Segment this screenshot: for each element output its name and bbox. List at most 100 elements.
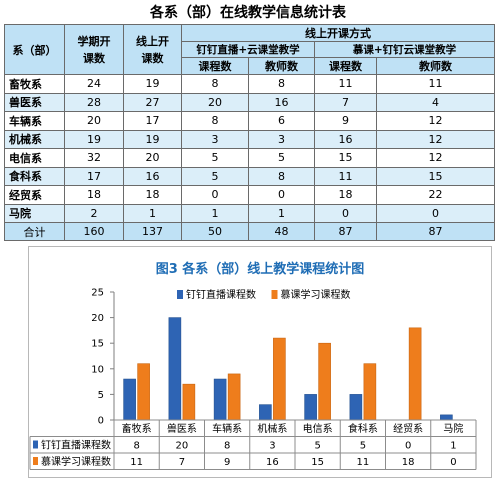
cell: 6 xyxy=(248,111,315,131)
data-table-value: 18 xyxy=(402,457,415,468)
cell: 160 xyxy=(64,222,124,241)
data-table-value: 9 xyxy=(224,457,230,468)
cell: 20 xyxy=(181,92,249,112)
cell: 1 xyxy=(123,203,182,223)
legend-swatch xyxy=(177,290,183,299)
cell: 1 xyxy=(248,203,315,223)
data-table-value: 5 xyxy=(360,441,366,452)
cell: 24 xyxy=(64,74,124,94)
cell: 16 xyxy=(314,129,377,149)
cell-dept: 电信系 xyxy=(4,148,65,168)
total-row: 合计 160 137 50 48 87 87 xyxy=(4,222,495,241)
x-category-label: 畜牧系 xyxy=(122,422,152,435)
data-table-value: 0 xyxy=(450,457,456,468)
bar xyxy=(363,363,377,421)
table-row: 兽医系 28 27 20 16 7 4 xyxy=(4,92,495,112)
cell: 8 xyxy=(248,166,315,186)
cell: 3 xyxy=(248,129,315,149)
x-category-label: 机械系 xyxy=(257,422,287,435)
col-online-mode: 线上开课方式 xyxy=(181,24,495,42)
cell-dept: 车辆系 xyxy=(4,111,65,131)
x-category-label: 车辆系 xyxy=(212,422,242,435)
bar xyxy=(304,394,317,421)
cell: 16 xyxy=(123,166,182,186)
col-g2-teachers: 教师数 xyxy=(376,57,495,75)
col-online-courses: 线上开课数 xyxy=(123,24,182,75)
y-tick-label: 10 xyxy=(91,364,104,375)
info-table: 系（部） 学期开课数 线上开课数 线上开课方式 钉钉直播+云课堂教学 慕课+钉钉… xyxy=(4,24,495,241)
cell-dept: 机械系 xyxy=(4,129,65,149)
cell: 1 xyxy=(181,203,249,223)
cell: 8 xyxy=(181,111,249,131)
cell: 7 xyxy=(314,92,377,112)
table-row: 车辆系 20 17 8 6 9 12 xyxy=(4,111,495,131)
cell: 20 xyxy=(123,148,182,168)
table-row: 马院 2 1 1 1 0 0 xyxy=(4,203,495,223)
bar xyxy=(137,363,150,421)
legend-swatch xyxy=(271,290,278,299)
table-body: 畜牧系 24 19 8 8 11 11 兽医系 28 27 20 16 7 4 … xyxy=(4,74,495,223)
cell: 18 xyxy=(314,185,377,205)
table-row: 经贸系 18 18 0 0 18 22 xyxy=(4,185,495,205)
bar xyxy=(182,383,196,421)
cell: 0 xyxy=(376,203,495,223)
col-semester-courses-label: 学期开课数 xyxy=(77,34,111,65)
x-category-label: 电信系 xyxy=(303,422,333,435)
bar xyxy=(168,317,182,421)
x-category-label: 食科系 xyxy=(348,422,378,435)
cell: 17 xyxy=(64,166,124,186)
cell: 0 xyxy=(181,185,249,205)
cell: 137 xyxy=(123,222,182,241)
cell: 12 xyxy=(376,129,495,149)
cell: 20 xyxy=(64,111,124,131)
data-table-value: 7 xyxy=(179,457,185,468)
cell: 3 xyxy=(181,129,249,149)
table-row: 电信系 32 20 5 5 15 12 xyxy=(4,148,495,168)
cell-dept: 兽医系 xyxy=(4,92,65,112)
y-tick-label: 0 xyxy=(98,416,104,427)
cell: 5 xyxy=(181,148,249,168)
cell: 5 xyxy=(248,148,315,168)
table-row: 机械系 19 19 3 3 16 12 xyxy=(4,129,495,149)
cell-dept: 经贸系 xyxy=(4,185,65,205)
cell: 22 xyxy=(376,185,495,205)
cell: 12 xyxy=(376,148,495,168)
x-category-label: 兽医系 xyxy=(167,422,197,435)
cell: 19 xyxy=(123,74,182,94)
col-g1-teachers: 教师数 xyxy=(248,57,315,75)
data-table-value: 20 xyxy=(176,441,189,452)
data-table-swatch xyxy=(33,440,38,449)
cell: 19 xyxy=(64,129,124,149)
col-group-mooc: 慕课+钉钉云课堂教学 xyxy=(314,41,495,58)
legend-label: 慕课学习课程数 xyxy=(281,288,351,301)
cell: 50 xyxy=(181,222,249,241)
cell: 4 xyxy=(376,92,495,112)
data-table-value: 11 xyxy=(357,457,370,468)
y-tick-label: 5 xyxy=(98,390,104,401)
data-table-value: 1 xyxy=(450,441,456,452)
bar xyxy=(318,342,331,421)
y-tick-label: 15 xyxy=(91,339,104,350)
col-g2-courses: 课程数 xyxy=(314,57,377,75)
bar xyxy=(227,373,241,421)
cell: 17 xyxy=(123,111,182,131)
data-table-value: 0 xyxy=(405,441,411,452)
data-table-series-label: 钉钉直播课程数 xyxy=(41,439,111,452)
data-table-value: 3 xyxy=(269,441,275,452)
cell: 0 xyxy=(248,185,315,205)
cell: 87 xyxy=(376,222,495,241)
data-table-value: 15 xyxy=(311,457,324,468)
cell: 11 xyxy=(376,74,495,94)
y-tick-label: 25 xyxy=(91,288,104,299)
cell: 18 xyxy=(123,185,182,205)
data-table-series-label: 慕课学习课程数 xyxy=(41,455,111,468)
cell: 15 xyxy=(376,166,495,186)
cell-dept: 马院 xyxy=(4,203,65,223)
cell: 11 xyxy=(314,74,377,94)
cell: 32 xyxy=(64,148,124,168)
bar xyxy=(440,414,453,421)
data-table-value: 8 xyxy=(224,441,230,452)
col-g1-courses: 课程数 xyxy=(181,57,249,75)
table-title: 各系（部）在线教学信息统计表 xyxy=(150,5,346,21)
